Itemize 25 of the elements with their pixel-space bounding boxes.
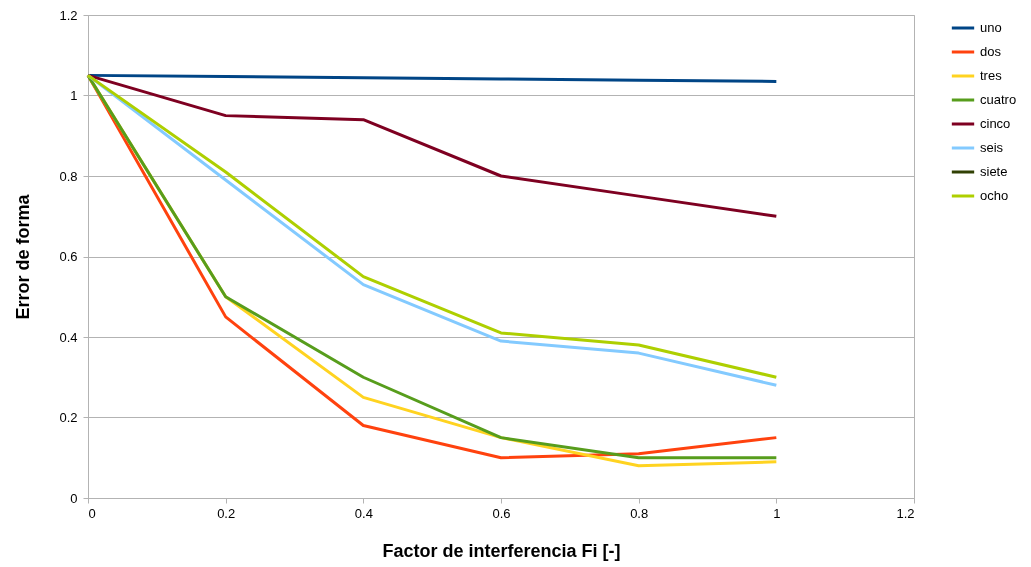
legend-label: uno (980, 20, 1002, 35)
y-tick-label: 0.8 (59, 168, 78, 184)
legend-label: siete (980, 164, 1008, 179)
y-tick-label: 0 (70, 490, 78, 506)
y-tick-label: 0.2 (59, 410, 78, 425)
legend-label: dos (980, 44, 1002, 59)
x-tick-label: 0.6 (492, 505, 511, 521)
x-tick-label: 0.8 (630, 505, 649, 521)
legend-label: seis (980, 140, 1004, 155)
y-tick-label: 1.2 (59, 7, 78, 23)
x-tick-label: 0.4 (354, 505, 373, 521)
legend-label: cinco (980, 116, 1011, 131)
y-tick-label: 0.6 (59, 249, 78, 264)
y-axis-title: Error de forma (13, 193, 34, 320)
y-tick-label: 1 (70, 88, 78, 103)
x-tick-label: 0 (88, 505, 96, 521)
legend-label: cuatro (980, 92, 1017, 107)
y-tick-label: 0.4 (59, 329, 78, 345)
x-axis-title: Factor de interferencia Fi [-] (382, 540, 621, 561)
legend-label: tres (980, 68, 1003, 83)
x-tick-label: 1 (773, 505, 781, 521)
x-tick-label: 1.2 (896, 505, 915, 521)
x-tick-label: 0.2 (217, 505, 236, 521)
legend-label: ocho (980, 188, 1009, 203)
line-series (86, 73, 778, 218)
